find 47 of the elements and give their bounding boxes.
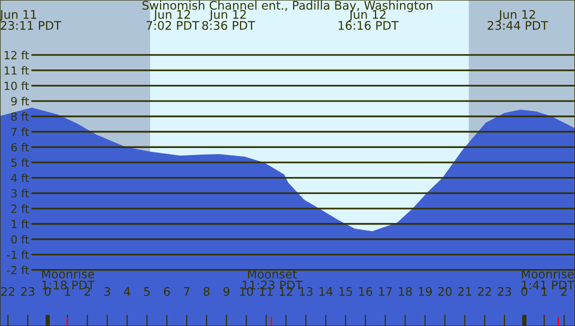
x-tick-label: 14 xyxy=(320,287,333,296)
annotation: Jun 12 16:16 PDT xyxy=(338,10,399,30)
y-tick-label: 5 ft xyxy=(11,158,29,167)
y-tick-label: 0 ft xyxy=(11,235,29,244)
y-tick-label: -1 ft xyxy=(7,250,29,259)
x-tick-label: 23 xyxy=(21,287,34,296)
x-tick-label: 2 xyxy=(561,287,567,296)
y-tick-label: 2 ft xyxy=(11,204,29,213)
annotation: Jun 12 8:36 PDT xyxy=(202,10,256,30)
y-tick-label: 10 ft xyxy=(4,81,29,90)
annotation: Moonset 11:23 PDT xyxy=(242,270,303,290)
y-tick-label: 4 ft xyxy=(11,174,29,182)
x-tick-label: 9 xyxy=(223,287,230,296)
x-tick-label: 6 xyxy=(164,287,170,296)
x-tick-label: 13 xyxy=(300,287,312,296)
annotation: Moonrise 1:41 PDT xyxy=(522,269,574,290)
y-tick-label: -2 ft xyxy=(7,266,29,274)
y-tick-label: 12 ft xyxy=(4,50,29,60)
y-tick-label: 7 ft xyxy=(11,128,29,136)
x-tick-label: 22 xyxy=(478,287,491,296)
y-tick-label: 3 ft xyxy=(11,188,29,198)
x-tick-label: 19 xyxy=(418,287,432,296)
x-tick-label: 3 xyxy=(104,287,110,296)
annotation: Jun 12 23:44 PDT xyxy=(488,10,548,30)
y-tick-label: 8 ft xyxy=(11,112,29,121)
y-tick-label: 9 ft xyxy=(11,96,29,106)
x-tick-label: 18 xyxy=(398,287,412,296)
y-tick-label: 11 ft xyxy=(4,66,29,75)
y-tick-label: 1 ft xyxy=(12,220,29,228)
x-tick-label: 5 xyxy=(144,287,150,296)
annotation: Moonrise 1:18 PDT xyxy=(42,269,95,290)
x-tick-label: 0 xyxy=(44,287,51,296)
x-tick-label: 15 xyxy=(339,287,352,296)
x-tick-label: 17 xyxy=(379,287,392,296)
x-tick-label: 8 xyxy=(204,287,210,296)
x-tick-label: 2 xyxy=(84,287,90,296)
x-tick-label: 7 xyxy=(184,287,190,296)
annotation: Jun 12 7:02 PDT xyxy=(146,10,200,30)
x-tick-label: 16 xyxy=(359,287,372,296)
x-tick-label: 4 xyxy=(124,287,130,296)
y-tick-label: 6 ft xyxy=(11,142,29,152)
x-tick-label: 20 xyxy=(438,287,452,296)
x-tick-label: 21 xyxy=(458,287,472,296)
x-tick-label: 10 xyxy=(240,287,254,296)
x-tick-label: 23 xyxy=(498,287,512,296)
x-tick-label: 22 xyxy=(1,287,14,296)
x-tick-label: 1 xyxy=(65,287,70,296)
